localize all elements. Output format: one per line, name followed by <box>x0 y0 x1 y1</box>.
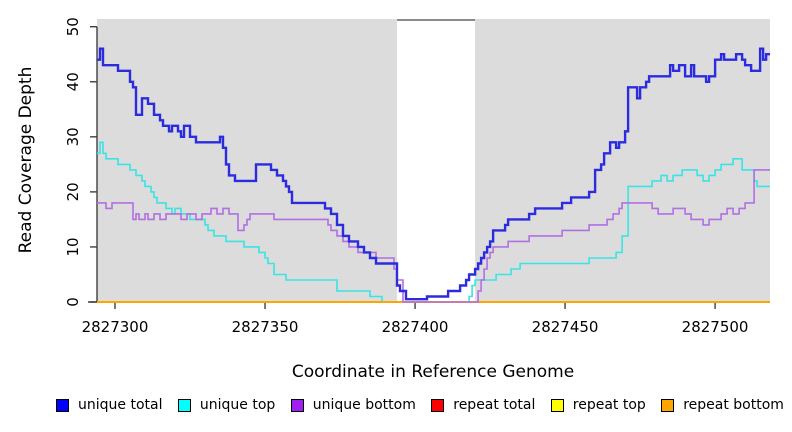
legend-label: unique total <box>78 397 163 413</box>
legend-swatch-repeat-bottom <box>661 398 675 412</box>
legend-item-repeat-bottom: repeat bottom <box>661 397 784 413</box>
legend-item-repeat-total: repeat total <box>431 397 535 413</box>
legend-label: repeat total <box>453 397 536 413</box>
legend-label: repeat bottom <box>683 397 784 413</box>
series-line-unique-total <box>97 47 770 301</box>
legend-label: repeat top <box>572 397 646 413</box>
plot-area: 0 10 20 30 40 50 2827300 2827350 2827400 2827450 2… <box>16 17 770 382</box>
legend-swatch-repeat-total <box>431 398 445 412</box>
plot-layers: 0 10 20 30 40 50 2827300 2827350 2827400 2827450 2… <box>64 17 770 336</box>
y-tick-label: 0 <box>64 297 82 307</box>
legend: unique total unique top unique bottom repea… <box>0 397 792 413</box>
series-line-unique-top <box>97 141 770 303</box>
x-tick-label: 2827400 <box>382 318 449 336</box>
y-tick-label: 30 <box>64 127 82 146</box>
legend-swatch-unique-bottom <box>290 398 304 412</box>
legend-swatch-unique-total <box>56 398 69 412</box>
y-tick-label: 40 <box>64 72 82 91</box>
x-tick-label: 2827350 <box>232 318 299 336</box>
legend-item-unique-bottom: unique bottom <box>290 397 416 413</box>
legend-label: unique top <box>199 397 276 413</box>
x-tick-label: 2827450 <box>532 318 599 336</box>
y-tick-label: 10 <box>64 237 82 256</box>
y-tick-label: 50 <box>64 17 82 36</box>
x-axis-title: Coordinate in Reference Genome <box>292 362 574 382</box>
legend-item-repeat-top: repeat top <box>550 397 646 413</box>
x-tick-label: 2827500 <box>682 318 749 336</box>
highlight-band <box>397 19 476 302</box>
x-tick-label: 2827300 <box>82 318 149 336</box>
legend-item-unique-total: unique total <box>56 397 162 413</box>
legend-swatch-repeat-top <box>550 398 564 412</box>
legend-swatch-unique-top <box>177 398 191 412</box>
y-axis-title: Read Coverage Depth <box>16 67 36 254</box>
y-tick-label: 20 <box>64 182 82 201</box>
legend-item-unique-top: unique top <box>177 397 276 413</box>
series-line-unique-bottom <box>97 169 770 303</box>
legend-label: unique bottom <box>312 397 416 413</box>
